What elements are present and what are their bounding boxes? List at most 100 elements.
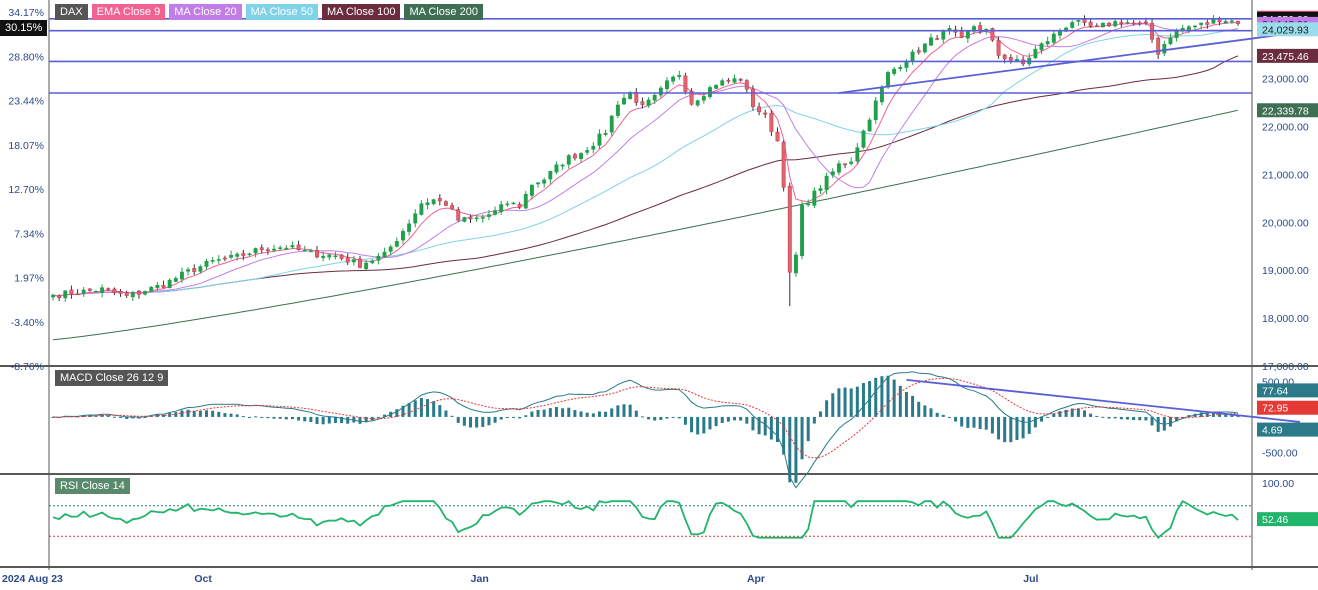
candle <box>425 198 430 210</box>
candle-down <box>1119 21 1124 24</box>
candle <box>358 255 362 269</box>
candle <box>161 280 166 289</box>
macd-histogram-bar <box>106 415 110 417</box>
candle <box>689 88 694 106</box>
price-label-text: 24,029.93 <box>1262 24 1309 36</box>
macd-histogram-bar <box>714 416 718 427</box>
candle-up <box>536 182 541 185</box>
candle-up <box>100 287 105 293</box>
candle-up <box>714 84 719 89</box>
candle <box>229 250 234 260</box>
candle <box>922 43 927 54</box>
macd-histogram-bar <box>493 416 497 423</box>
legend-ma20[interactable]: MA Close 20 <box>169 4 242 20</box>
legend-ma200[interactable]: MA Close 200 <box>404 4 483 20</box>
candle-up <box>652 94 657 101</box>
candle-up <box>892 68 897 74</box>
candle-up <box>1229 20 1234 23</box>
macd-histogram-bar <box>327 416 331 424</box>
candle-up <box>173 278 178 282</box>
right-axis-tick: 21,000.00 <box>1262 169 1309 181</box>
candle-up <box>425 202 430 205</box>
macd-histogram-bar <box>831 393 835 417</box>
macd-trendline <box>906 378 1301 423</box>
candle <box>1205 19 1210 29</box>
candle <box>216 255 221 264</box>
candle <box>370 259 375 265</box>
macd-histogram-bar <box>217 411 221 417</box>
candle <box>376 252 381 265</box>
candle-up <box>382 251 387 258</box>
price-label-box <box>1257 22 1318 37</box>
macd-histogram-bar <box>192 410 196 417</box>
macd-histogram-bar <box>745 416 749 424</box>
macd-histogram-bar <box>198 410 202 417</box>
candle-up <box>327 254 332 258</box>
candle <box>499 200 504 216</box>
macd-histogram-bar <box>241 416 245 418</box>
candle-down <box>1143 21 1148 24</box>
candle-up <box>1070 22 1075 28</box>
candle-up <box>806 203 811 206</box>
candle <box>677 70 682 80</box>
macd-histogram-bar <box>1064 409 1068 417</box>
macd-histogram-bar <box>622 404 626 417</box>
candle <box>910 49 915 65</box>
candle-up <box>671 76 676 82</box>
legend-ema9[interactable]: EMA Close 9 <box>91 4 166 20</box>
candle-up <box>511 202 516 205</box>
candle-up <box>179 271 184 280</box>
macd-value-label: 4.69 <box>1257 422 1318 437</box>
legend-macd[interactable]: MACD Close 26 12 9 <box>55 370 169 386</box>
candle <box>94 290 98 293</box>
legend-rsi[interactable]: RSI Close 14 <box>55 478 130 494</box>
candle-down <box>124 292 129 296</box>
candle-up <box>216 259 221 261</box>
legend-ma100[interactable]: MA Close 100 <box>321 4 401 20</box>
candle-up <box>63 290 68 299</box>
candle-down <box>517 203 522 208</box>
candle-down <box>222 257 227 260</box>
candle <box>155 281 160 291</box>
candle <box>1008 54 1013 64</box>
candle-up <box>401 231 405 241</box>
candle <box>505 201 510 207</box>
right-axis-tick: 18,000.00 <box>1262 313 1309 325</box>
candle-up <box>376 255 381 261</box>
macd-value-label: 77.64 <box>1257 383 1318 398</box>
macd-histogram-bar <box>1211 411 1215 417</box>
candle <box>726 78 731 84</box>
macd-histogram-bar <box>659 416 663 420</box>
macd-histogram-bar <box>1107 416 1111 419</box>
candle-up <box>793 254 798 274</box>
macd-axis-tick: -500.00 <box>1262 448 1298 460</box>
candle <box>106 287 111 291</box>
candle <box>1236 20 1240 26</box>
macd-value-box <box>1257 400 1318 415</box>
candle <box>192 264 197 275</box>
macd-histogram-bar <box>407 403 411 417</box>
macd-histogram-bar <box>880 376 884 417</box>
candle <box>247 252 252 257</box>
candle-up <box>51 294 55 298</box>
legend-ma50[interactable]: MA Close 50 <box>245 4 318 20</box>
candle <box>665 77 669 93</box>
candle <box>351 255 356 266</box>
rsi-line <box>52 499 1239 540</box>
candle <box>720 78 725 87</box>
macd-histogram-bar <box>1187 415 1191 417</box>
candle-down <box>996 40 1001 56</box>
candle-up <box>708 87 712 97</box>
candle <box>321 251 326 262</box>
macd-histogram-bar <box>690 416 694 433</box>
candle-up <box>1039 43 1044 51</box>
candle <box>1229 18 1234 24</box>
candle-up <box>419 203 424 215</box>
candle <box>413 209 418 228</box>
rsi-panel <box>49 499 1252 540</box>
macd-histogram-bar <box>487 416 491 426</box>
legend-dax[interactable]: DAX <box>55 4 88 20</box>
candle-up <box>548 170 553 180</box>
candle-up <box>677 75 682 77</box>
macd-histogram-bar <box>683 416 687 425</box>
